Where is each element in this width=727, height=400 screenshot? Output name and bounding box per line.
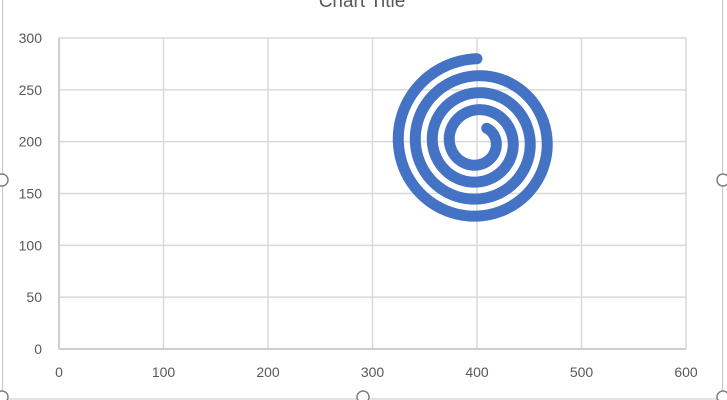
x-tick-label: 200 [256,364,280,380]
x-tick-label: 100 [152,364,176,380]
y-tick-label: 100 [19,237,43,253]
x-tick-label: 500 [570,364,594,380]
resize-handle-bottom[interactable] [356,390,370,400]
y-tick-label: 300 [19,30,43,46]
series-line [392,53,553,222]
chart-title: Chart Title [319,0,406,12]
resize-handle-right[interactable] [716,173,727,187]
y-tick-label: 150 [19,186,43,202]
series [392,53,553,222]
gridlines [59,37,687,349]
x-tick-label: 400 [465,364,489,380]
axes [58,38,686,350]
resize-handle-bottom-left[interactable] [0,390,9,400]
y-tick-label: 0 [34,341,42,357]
tick-labels: 0 100 200 300 400 500 600 0 50 100 150 200 250 300 [19,30,698,380]
x-tick-label: 600 [674,364,698,380]
x-tick-label: 300 [361,364,385,380]
resize-handle-left[interactable] [0,173,9,187]
y-tick-label: 200 [19,134,43,150]
y-tick-label: 250 [19,82,43,98]
resize-handle-bottom-right[interactable] [716,390,727,400]
x-tick-label: 0 [55,364,63,380]
y-tick-label: 50 [26,289,42,305]
